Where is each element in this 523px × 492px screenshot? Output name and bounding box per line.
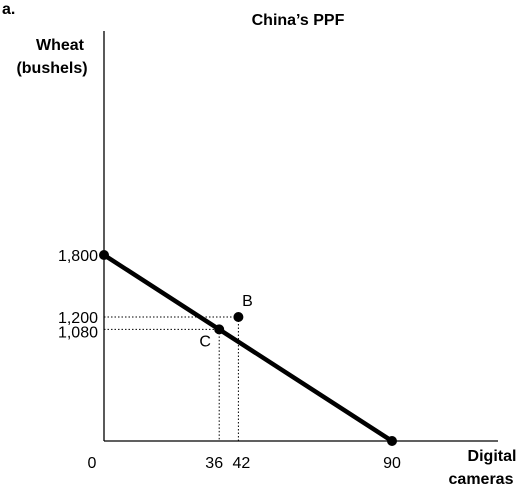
y-tick-label: 1,080 bbox=[58, 324, 98, 341]
point-c bbox=[214, 324, 225, 335]
x-tick-label: 36 bbox=[205, 455, 223, 472]
x-tick-label: 90 bbox=[383, 455, 401, 472]
ppf-endpoint bbox=[99, 250, 109, 260]
point-label-b: B bbox=[242, 293, 253, 310]
point-label-c: C bbox=[199, 333, 211, 350]
y-axis-label-line1: Wheat bbox=[36, 37, 85, 54]
x-axis-label-line2: cameras bbox=[449, 471, 514, 488]
chart-title: China’s PPF bbox=[252, 12, 345, 29]
x-tick-label: 42 bbox=[233, 455, 251, 472]
x-axis-label-line1: Digital bbox=[468, 448, 517, 465]
panel-label: a. bbox=[2, 1, 15, 18]
y-axis-label-line2: (bushels) bbox=[16, 60, 87, 77]
y-tick-label: 1,200 bbox=[58, 310, 98, 327]
ppf-endpoint bbox=[387, 436, 397, 446]
y-tick-label: 1,800 bbox=[58, 248, 98, 265]
ppf-line bbox=[101, 252, 395, 444]
x-tick-label: 0 bbox=[88, 455, 97, 472]
point-b bbox=[233, 312, 244, 322]
